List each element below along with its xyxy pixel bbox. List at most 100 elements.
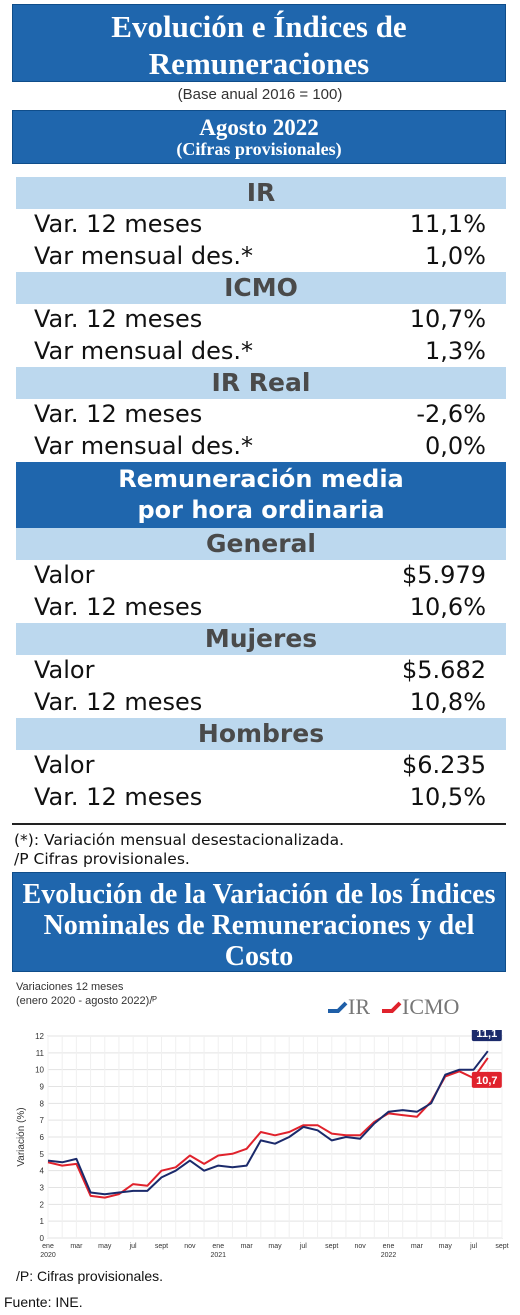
mujeres-band: Mujeres	[16, 623, 506, 655]
ir-band: IR	[16, 177, 506, 209]
mujeres-row-var12: Var. 12 meses 10,8%	[16, 687, 506, 719]
x-tick-label: ene	[42, 1243, 54, 1250]
x-tick-label: jul	[469, 1243, 477, 1250]
x-tick-label: ene	[212, 1243, 224, 1250]
y-tick-label: 4	[40, 1167, 45, 1176]
row-label: Var mensual des.*	[34, 431, 253, 460]
icmo-row-varmensual: Var mensual des.* 1,3%	[16, 336, 506, 368]
row-value: 0,0%	[425, 431, 486, 460]
x-tick-label: may	[98, 1243, 112, 1250]
footnotes: (*): Variación mensual desestacionalizad…	[14, 831, 344, 869]
x-tick-label: jul	[129, 1243, 137, 1250]
x-tick-label: ene	[383, 1243, 395, 1250]
x-tick-label: may	[439, 1243, 453, 1250]
x-tick-year-label: 2020	[40, 1252, 56, 1259]
end-label-box-ir	[471, 1030, 502, 1042]
x-tick-label: sept	[495, 1243, 508, 1250]
legend-icmo-label: ICMO	[402, 994, 460, 1019]
general-row-var12: Var. 12 meses 10,6%	[16, 592, 506, 624]
hourly-title-line1: Remuneración media	[118, 465, 404, 493]
footnote-2: /P Cifras provisionales.	[14, 850, 190, 868]
end-label-icmo: 10,7	[476, 1075, 497, 1087]
x-tick-year-label: 2021	[210, 1252, 226, 1259]
legend-ir-label: IR	[348, 994, 370, 1019]
icmo-row-var12: Var. 12 meses 10,7%	[16, 304, 506, 336]
chart-subtitle-line1: Variaciones 12 meses	[16, 981, 124, 993]
y-tick-label: 6	[40, 1133, 45, 1142]
general-row-valor: Valor $5.979	[16, 560, 506, 592]
chart-bottom-note: /P: Cifras provisionales.	[16, 1268, 164, 1284]
divider	[12, 823, 506, 825]
legend-icmo-swatch	[382, 1001, 402, 1013]
x-tick-label: jul	[299, 1243, 307, 1250]
hourly-title-line2: por hora ordinaria	[137, 496, 385, 524]
base-note: (Base anual 2016 = 100)	[177, 86, 343, 103]
source-note: Fuente: INE.	[4, 1294, 83, 1310]
general-band: General	[16, 528, 506, 560]
row-label: Valor	[34, 561, 95, 589]
end-label-ir: 11,1	[476, 1030, 497, 1040]
chart-subtitle: Variaciones 12 meses (enero 2020 - agost…	[16, 980, 157, 1008]
stats-table: IR Var. 12 meses 11,1% Var mensual des.*…	[16, 177, 506, 813]
x-tick-year-label: 2022	[381, 1252, 397, 1259]
row-label: Var mensual des.*	[34, 336, 253, 365]
y-tick-label: 1	[40, 1217, 45, 1226]
row-value: 10,7%	[409, 305, 486, 333]
chart-title-line2: Nominales de Remuneraciones y del Costo	[43, 910, 475, 972]
x-tick-label: mar	[411, 1243, 424, 1250]
x-tick-label: sept	[155, 1243, 168, 1250]
y-axis-label: Variación (%)	[16, 1107, 27, 1166]
row-value: 1,0%	[425, 241, 486, 270]
x-tick-label: may	[268, 1243, 282, 1250]
row-label: Var mensual des.*	[34, 241, 253, 270]
x-tick-label: sept	[325, 1243, 338, 1250]
y-tick-label: 7	[40, 1116, 45, 1125]
y-tick-label: 5	[40, 1150, 45, 1159]
ir-row-varmensual: Var mensual des.* 1,0%	[16, 241, 506, 273]
chart-title-box: Evolución de la Variación de los Índices…	[12, 872, 506, 1003]
row-label: Var. 12 meses	[34, 687, 203, 716]
row-label: Var. 12 meses	[34, 782, 203, 811]
x-tick-label: mar	[70, 1243, 83, 1250]
row-value: 10,5%	[409, 782, 486, 811]
main-title-box: Evolución e Índices de Remuneraciones y …	[12, 4, 506, 118]
icmo-band: ICMO	[16, 272, 506, 304]
y-tick-label: 2	[40, 1200, 45, 1209]
row-value: 10,6%	[409, 592, 486, 621]
row-value: $6.235	[402, 751, 486, 779]
x-tick-label: mar	[241, 1243, 254, 1250]
hourly-band: Remuneración media por hora ordinaria	[16, 462, 506, 528]
chart-legend: IR ICMO	[326, 994, 469, 1020]
footnote-1: (*): Variación mensual desestacionalizad…	[14, 831, 345, 849]
x-tick-label: nov	[184, 1243, 196, 1250]
y-tick-label: 3	[40, 1184, 45, 1193]
hombres-band: Hombres	[16, 718, 506, 750]
ir-row-var12: Var. 12 meses 11,1%	[16, 209, 506, 241]
y-tick-label: 9	[40, 1083, 45, 1092]
y-tick-label: 11	[36, 1049, 45, 1058]
legend-ir-swatch	[328, 1001, 348, 1013]
hombres-row-valor: Valor $6.235	[16, 750, 506, 782]
y-tick-label: 10	[35, 1066, 44, 1075]
mujeres-row-valor: Valor $5.682	[16, 655, 506, 687]
ir-real-row-var12: Var. 12 meses -2,6%	[16, 399, 506, 431]
hombres-row-var12: Var. 12 meses 10,5%	[16, 782, 506, 814]
row-label: Valor	[34, 751, 95, 779]
main-title-line1: Evolución e Índices de Remuneraciones	[111, 9, 407, 81]
row-value: 10,8%	[409, 687, 486, 716]
period-label: Agosto 2022	[199, 115, 319, 140]
row-label: Var. 12 meses	[34, 305, 203, 333]
series-line-ir	[47, 1050, 489, 1196]
x-tick-label: nov	[354, 1243, 366, 1250]
row-value: 1,3%	[425, 336, 486, 365]
row-label: Var. 12 meses	[34, 400, 203, 428]
y-tick-label: 8	[40, 1099, 45, 1108]
chart-title-line3: de la Mano de obra	[143, 972, 375, 1003]
chart-title-line1: Evolución de la Variación de los Índices	[22, 879, 496, 910]
period-box: Agosto 2022 (Cifras provisionales)	[12, 110, 506, 164]
row-value: 11,1%	[409, 210, 486, 238]
chart-subtitle-line2: (enero 2020 - agosto 2022)/ᴾ	[16, 995, 157, 1007]
row-label: Var. 12 meses	[34, 592, 203, 621]
ir-real-band: IR Real	[16, 367, 506, 399]
